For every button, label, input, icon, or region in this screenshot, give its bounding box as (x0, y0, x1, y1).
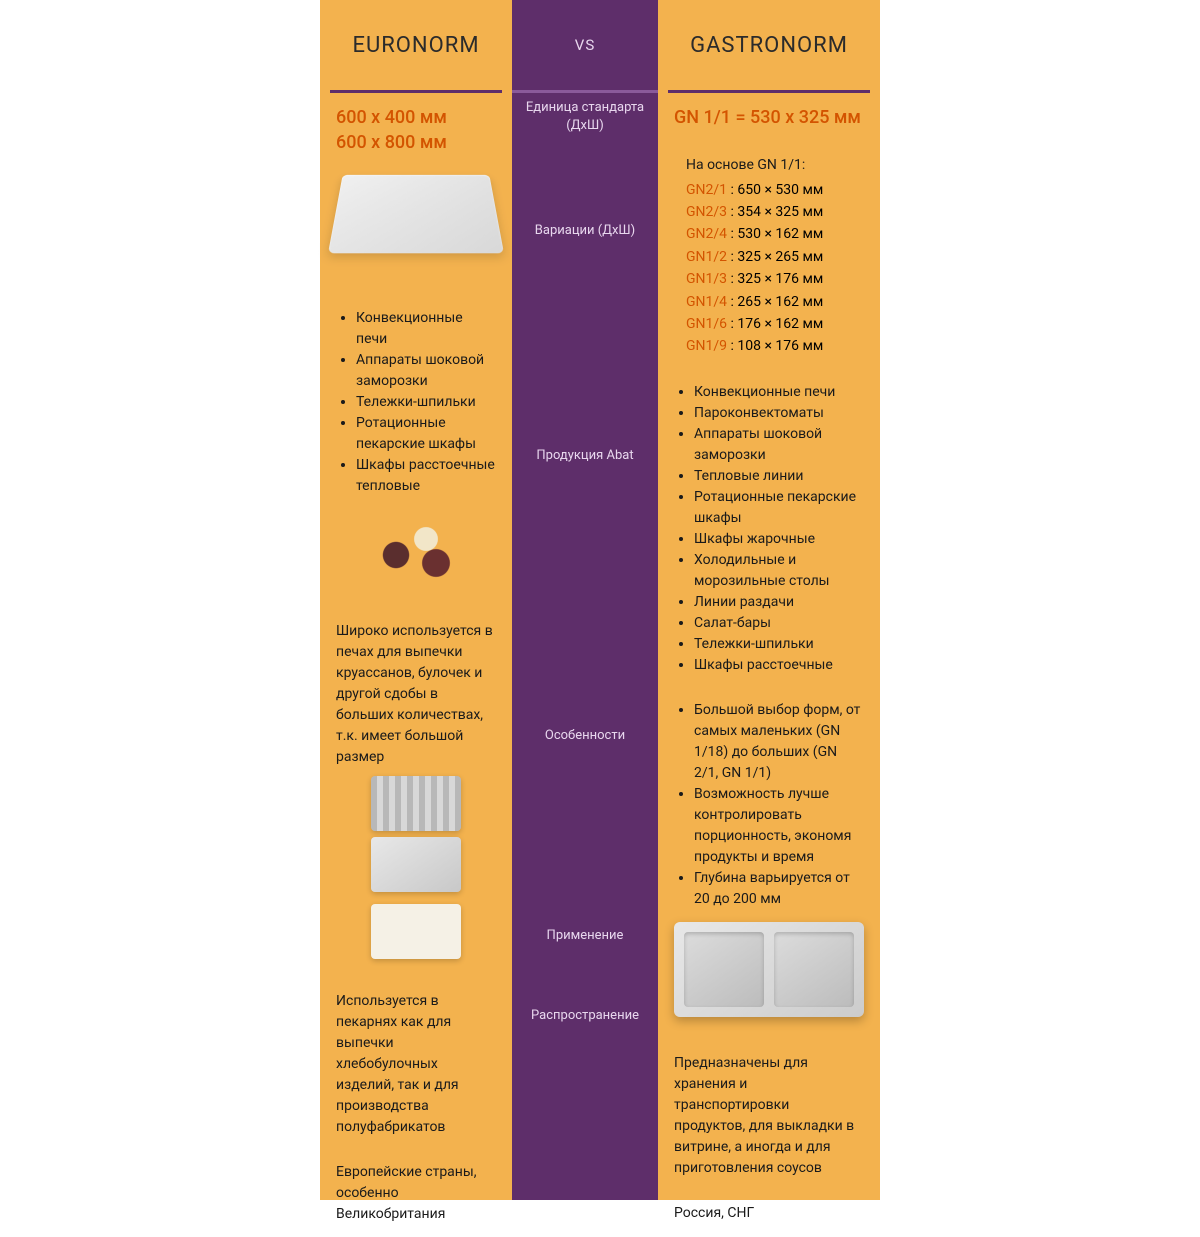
list-item: Глубина варьируется от 20 до 200 мм (694, 868, 864, 910)
trays-icon (336, 776, 496, 959)
right-spread: Россия, СНГ (668, 1191, 870, 1236)
gn-variation: GN1/2 : 325 × 265 мм (686, 246, 864, 268)
gn-pans-icon (674, 922, 864, 1017)
list-item: Холодильные и морозильные столы (694, 550, 864, 592)
euronorm-column: EURONORM 600 x 400 мм 600 x 800 мм Конве… (320, 0, 512, 1200)
list-item: Ротационные пекарские шкафы (694, 487, 864, 529)
right-variations: На основе GN 1/1: GN2/1 : 650 × 530 ммGN… (668, 142, 870, 370)
list-item: Тепловые линии (694, 466, 864, 487)
comparison-infographic: EURONORM 600 x 400 мм 600 x 800 мм Конве… (320, 0, 880, 1200)
tray-icon (328, 175, 504, 253)
label-spread: Распространение (512, 991, 658, 1041)
right-products: Конвекционные печиПароконвектоматыАппара… (668, 370, 870, 688)
list-item: Конвекционные печи (356, 308, 496, 350)
list-item: Тележки-шпильки (356, 392, 496, 413)
list-item: Шкафы жарочные (694, 529, 864, 550)
left-usage: Используется в пекарнях как для выпечки … (330, 979, 502, 1150)
cupcakes-icon (366, 507, 466, 587)
right-features: Большой выбор форм, от самых маленьких (… (668, 688, 870, 1041)
vs-label: VS (575, 36, 595, 54)
list-item: Ротационные пекарские шкафы (356, 413, 496, 455)
list-item: Шкафы расстоечные (694, 655, 864, 676)
right-standard: GN 1/1 = 530 x 325 мм (668, 93, 870, 142)
list-item: Аппараты шоковой заморозки (356, 350, 496, 392)
left-spread: Европейские страны, особенно Великобрита… (330, 1150, 502, 1237)
gn-variation: GN1/6 : 176 × 162 мм (686, 313, 864, 335)
left-features: Широко используется в печах для выпечки … (330, 609, 502, 979)
list-item: Пароконвектоматы (694, 403, 864, 424)
gn-variation: GN2/1 : 650 × 530 мм (686, 179, 864, 201)
list-item: Аппараты шоковой заморозки (694, 424, 864, 466)
label-features: Особенности (512, 591, 658, 881)
gn-variation: GN2/3 : 354 × 325 мм (686, 201, 864, 223)
right-title: GASTRONORM (690, 33, 848, 58)
list-item: Тележки-шпильки (694, 634, 864, 655)
left-standard: 600 x 400 мм 600 x 800 мм (330, 93, 502, 278)
left-products: Конвекционные печиАппараты шоковой замор… (330, 278, 502, 609)
label-variations: Вариации (ДхШ) (512, 141, 658, 321)
list-item: Шкафы расстоечные тепловые (356, 455, 496, 497)
label-standard: Единица стандарта (ДхШ) (512, 93, 658, 141)
center-labels-column: VS Единица стандарта (ДхШ) Вариации (ДхШ… (512, 0, 658, 1200)
list-item: Большой выбор форм, от самых маленьких (… (694, 700, 864, 784)
gn-variation: GN1/9 : 108 × 176 мм (686, 335, 864, 357)
label-usage: Применение (512, 881, 658, 991)
gn-variation: GN1/4 : 265 × 162 мм (686, 291, 864, 313)
gn-variation: GN2/4 : 530 × 162 мм (686, 223, 864, 245)
label-products: Продукция Abat (512, 321, 658, 591)
left-title: EURONORM (352, 33, 479, 58)
list-item: Салат-бары (694, 613, 864, 634)
list-item: Линии раздачи (694, 592, 864, 613)
gastronorm-column: GASTRONORM GN 1/1 = 530 x 325 мм На осно… (658, 0, 880, 1200)
list-item: Возможность лучше контролировать порцион… (694, 784, 864, 868)
list-item: Конвекционные печи (694, 382, 864, 403)
right-usage: Предназначены для хранения и транспортир… (668, 1041, 870, 1191)
gn-variation: GN1/3 : 325 × 176 мм (686, 268, 864, 290)
